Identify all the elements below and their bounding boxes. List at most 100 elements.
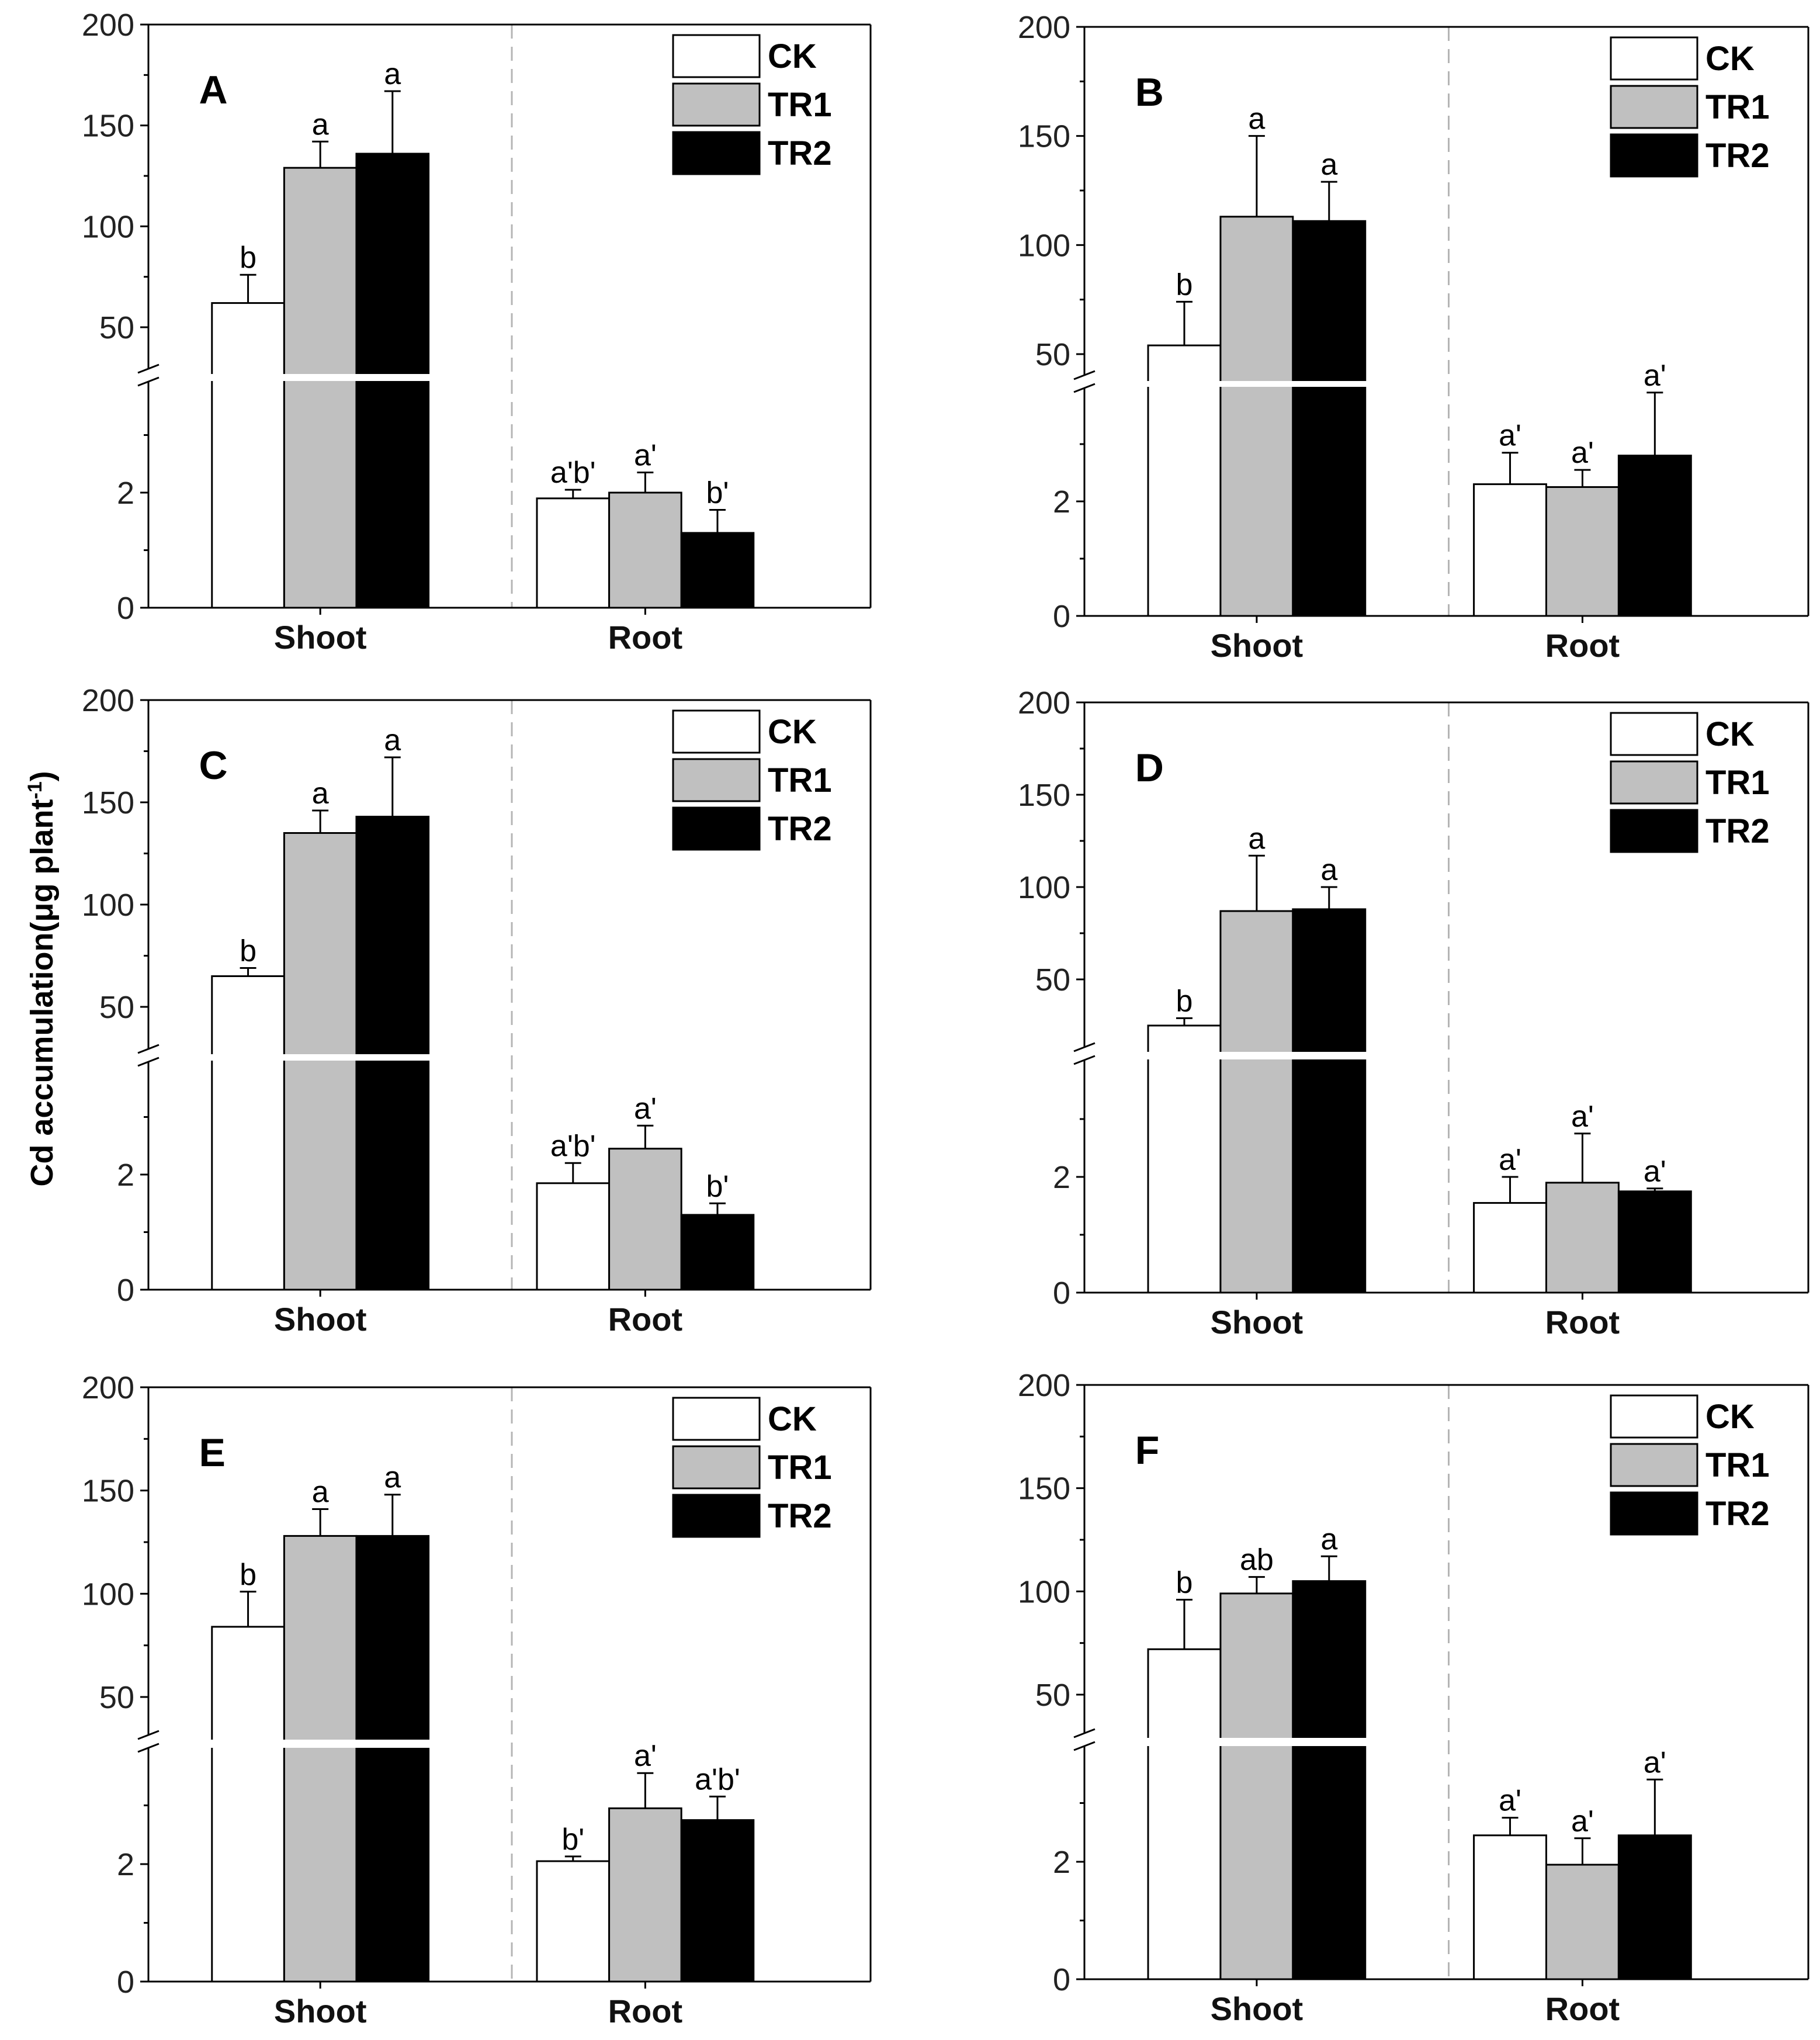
x-category-label-shoot: Shoot [274,1301,367,1338]
y-tick-label: 150 [1018,1471,1070,1506]
axis-break-mark [137,1044,160,1054]
axis-break-mark [137,1057,160,1067]
legend-swatch-tr2 [672,1494,761,1538]
legend-swatch-tr1 [672,82,761,127]
y-tick-label: 0 [117,1273,134,1308]
x-category-label-shoot: Shoot [274,619,367,656]
y-tick-label: 2 [117,1158,134,1193]
y-tick-label: 200 [82,8,134,43]
legend-label-tr1: TR1 [1705,1446,1770,1484]
legend-label-tr2: TR2 [1705,1495,1770,1533]
legend-swatch-tr2 [1610,1491,1698,1536]
y-tick-label: 50 [99,1680,134,1715]
legend-swatch-ck [672,34,761,78]
bar-root-ck [1473,1834,1547,1980]
panel-d: b a a a' a' a' 200 150 100 50 2 0 Shoot Root D CK TR1 TR2 [1018,685,1809,1341]
bar-root-ck-significance-label: a'b' [550,456,596,490]
legend-swatch-tr1 [1610,1443,1698,1487]
legend-label-tr1: TR1 [1705,88,1770,126]
legend-swatch-tr1 [672,1445,761,1490]
bar-shoot-tr1-significance-label: a [312,108,329,141]
legend-label-tr1: TR1 [768,1449,832,1487]
bar-root-ck [1473,483,1547,617]
bar-root-tr1 [608,1148,682,1291]
bar-root-ck-significance-label: a' [1499,419,1521,453]
bar-root-ck-significance-label: a' [1499,1143,1521,1177]
bar-shoot-tr2-significance-label: a [1320,1522,1337,1556]
y-tick-label: 50 [99,310,134,345]
y-tick-label: 150 [82,109,134,144]
panel-e: b a a b' a' a'b' 200 150 100 50 2 0 Shoot Root E CK TR1 T… [82,1370,872,2029]
axis-break-mark [1073,370,1096,380]
y-tick-label: 0 [1053,1962,1070,1997]
y-tick-label: 150 [82,785,134,820]
bar-root-ck [536,497,611,609]
bar-shoot-ck-significance-label: b [1176,1565,1193,1599]
y-tick-label: 150 [82,1474,134,1509]
axis-break-gap [1067,1738,1371,1746]
x-category-label-shoot: Shoot [1211,1990,1304,2027]
bar-shoot-ck [211,302,285,609]
y-tick-label: 2 [1053,484,1070,519]
panel-letter: B [1135,70,1164,115]
bar-root-ck [536,1860,611,1983]
bar-root-tr2 [680,532,755,609]
axis-break-mark [1073,383,1096,393]
bar-shoot-tr2 [1292,1580,1367,1980]
axis-break-gap [131,374,435,381]
bar-shoot-tr1 [283,1535,358,1983]
axis-break-mark [1073,1741,1096,1751]
bar-root-tr2 [1617,455,1692,617]
axis-break-mark [137,1743,160,1753]
bar-root-tr1-significance-label: a' [1571,436,1594,470]
x-category-label-root: Root [608,619,683,656]
x-category-label-root: Root [1545,1990,1620,2027]
x-category-label-root: Root [608,1993,683,2029]
bar-shoot-tr2-significance-label: a [384,723,401,757]
x-category-label-root: Root [1545,1304,1620,1341]
legend-label-ck: CK [1705,1398,1755,1436]
bar-root-ck-significance-label: a'b' [550,1129,596,1163]
axis-break-mark [1073,1055,1096,1065]
y-tick-label: 100 [82,209,134,244]
bar-shoot-tr1 [283,167,358,609]
legend-swatch-tr1 [672,758,761,802]
bar-shoot-tr1 [1219,1592,1294,1980]
legend-label-ck: CK [768,1400,817,1438]
bar-root-tr2 [1617,1834,1692,1980]
bar-shoot-tr2 [1292,908,1367,1294]
legend-label-tr2: TR2 [768,1497,832,1535]
bar-root-tr2 [680,1819,755,1983]
legend-swatch-tr2 [672,131,761,175]
y-tick-label: 2 [1053,1845,1070,1880]
bar-shoot-tr2-significance-label: a [384,1461,401,1495]
y-axis-title-text: Cd accumulation(μg plant [25,799,60,1187]
legend-swatch-ck [672,1397,761,1441]
legend-swatch-tr1 [1610,85,1698,129]
panel-letter: A [199,68,228,112]
bar-root-tr2-significance-label: a'b' [695,1762,740,1796]
y-tick-label: 100 [1018,1574,1070,1609]
y-tick-label: 200 [1018,1368,1070,1403]
bar-shoot-ck [211,975,285,1291]
x-category-label-root: Root [1545,627,1620,664]
axis-break-mark [137,1730,160,1740]
legend-swatch-ck [1610,712,1698,756]
bar-root-tr2 [680,1214,755,1291]
y-tick-label: 50 [1035,337,1070,372]
legend-label-ck: CK [1705,40,1755,78]
bar-shoot-tr1 [283,832,358,1291]
y-tick-label: 100 [1018,228,1070,263]
legend-label-tr1: TR1 [768,761,832,799]
bar-shoot-tr2 [355,1535,430,1983]
bar-root-tr2-significance-label: a' [1644,1745,1666,1779]
panel-b: b a a a' a' a' 200 150 100 50 2 0 Shoot Root B CK TR1 TR2 [1018,10,1809,664]
legend-swatch-tr1 [1610,760,1698,805]
x-category-label-shoot: Shoot [274,1993,367,2029]
bar-root-tr1 [608,1807,682,1983]
bar-root-tr2 [1617,1190,1692,1294]
legend-label-ck: CK [768,713,817,751]
axis-break-gap [1067,1052,1371,1059]
